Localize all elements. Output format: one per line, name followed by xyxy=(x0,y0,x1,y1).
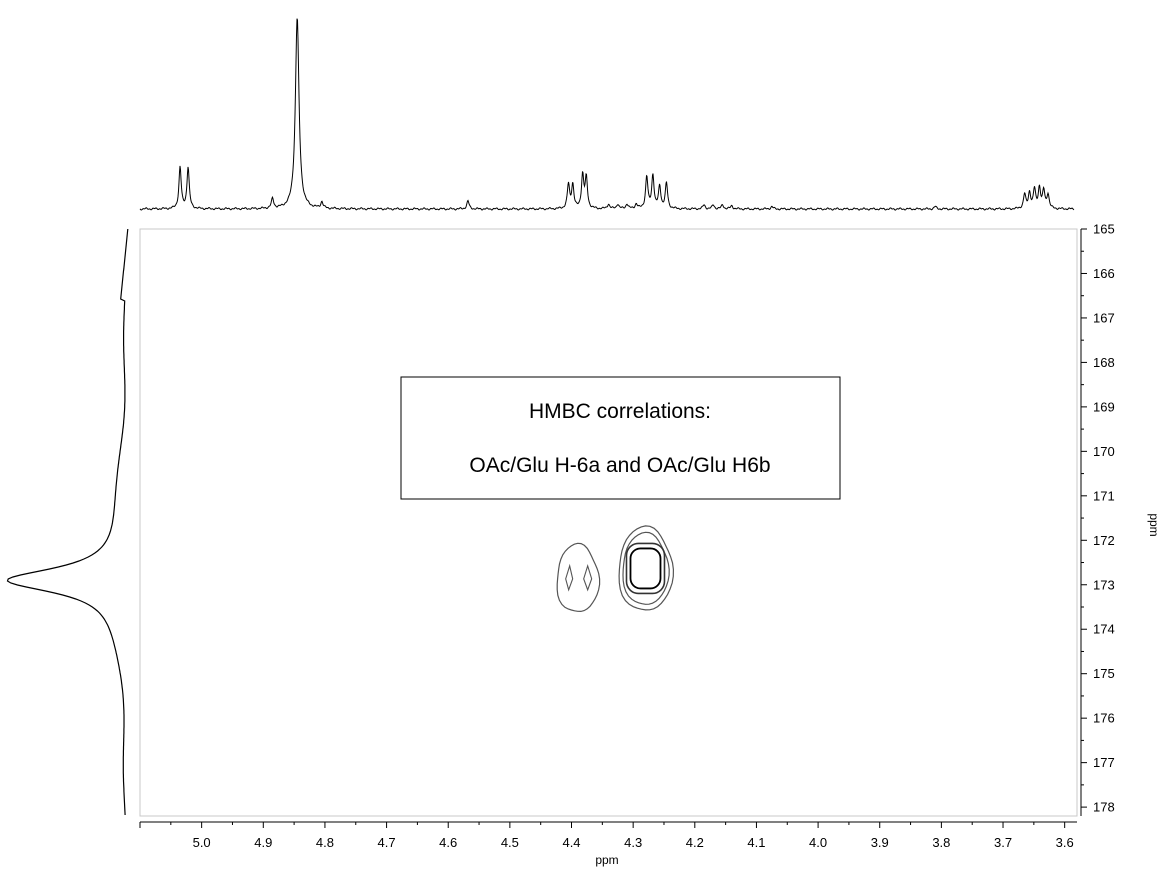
y-tick-label: 168 xyxy=(1093,355,1115,370)
y-tick-label: 173 xyxy=(1093,577,1115,592)
cross-peak-2-contour-2 xyxy=(622,531,670,605)
x-axis-title: ppm xyxy=(595,853,618,867)
x-tick-label: 4.9 xyxy=(254,835,272,850)
y-tick-label: 166 xyxy=(1093,266,1115,281)
y-tick-label: 171 xyxy=(1093,488,1115,503)
x-tick-label: 3.8 xyxy=(932,835,950,850)
y-tick-label: 175 xyxy=(1093,666,1115,681)
x-tick-label: 4.1 xyxy=(747,835,765,850)
y-axis-title: ppm xyxy=(1147,513,1159,536)
left-1d-projection-trace xyxy=(6,228,129,816)
x-tick-label: 4.8 xyxy=(316,835,334,850)
y-tick-label: 165 xyxy=(1093,222,1115,237)
annotation-line-2: OAc/Glu H-6a and OAc/Glu H6b xyxy=(469,454,770,477)
y-tick-label: 177 xyxy=(1093,755,1115,770)
top-1d-projection-trace xyxy=(139,18,1075,211)
x-tick-label: 4.3 xyxy=(624,835,642,850)
x-tick-label: 3.7 xyxy=(994,835,1012,850)
x-tick-label: 4.4 xyxy=(562,835,580,850)
plot-area-border xyxy=(139,228,1078,817)
x-tick-label: 4.5 xyxy=(501,835,519,850)
annotation-line-1: HMBC correlations: xyxy=(529,400,711,423)
x-tick-label: 4.2 xyxy=(686,835,704,850)
y-tick-label: 176 xyxy=(1093,711,1115,726)
cross-peak-1-contour-outer xyxy=(556,542,601,613)
x-tick-label: 5.0 xyxy=(193,835,211,850)
annotation-box-border xyxy=(400,376,841,500)
x-axis: 5.0 4.9 4.8 4.7 4.6 4.5 4.4 4.3 4.2 4.1 4.0 3.9 3.8 3… xyxy=(139,821,1077,850)
cross-peak-2-contour-1 xyxy=(618,525,675,611)
y-tick-label: 174 xyxy=(1093,622,1115,637)
x-tick-label: 3.9 xyxy=(871,835,889,850)
cross-peak-2-contour-4 xyxy=(629,547,662,590)
cross-peaks xyxy=(556,525,675,613)
x-tick-label: 4.0 xyxy=(809,835,827,850)
annotation-box: HMBC correlations: OAc/Glu H-6a and OAc/… xyxy=(400,376,841,500)
cross-peak-1-contour-inner-left xyxy=(565,563,574,592)
y-tick-label: 167 xyxy=(1093,310,1115,325)
x-tick-label: 3.6 xyxy=(1056,835,1074,850)
x-tick-label: 4.6 xyxy=(439,835,457,850)
cross-peak-1-contour-inner-right xyxy=(583,563,593,592)
y-tick-label: 170 xyxy=(1093,444,1115,459)
cross-peak-2-contour-3 xyxy=(625,542,666,595)
y-tick-label: 169 xyxy=(1093,399,1115,414)
x-tick-label: 4.7 xyxy=(378,835,396,850)
y-tick-label: 172 xyxy=(1093,533,1115,548)
y-axis: 165 166 167 168 169 170 171 172 173 174 175 176 177 1… xyxy=(1080,222,1115,816)
y-tick-label: 178 xyxy=(1093,800,1115,815)
